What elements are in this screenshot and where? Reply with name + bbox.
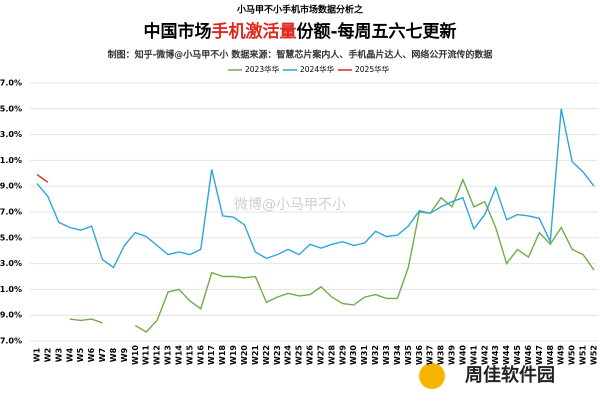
- x-tick-label: W46: [524, 345, 533, 365]
- x-tick-label: W14: [174, 345, 183, 365]
- x-tick-label: W23: [273, 345, 282, 365]
- legend-label: 2023华华: [245, 64, 280, 74]
- x-tick-label: W31: [360, 345, 369, 365]
- x-tick-label: W1: [33, 347, 42, 362]
- x-tick-label: W33: [382, 345, 391, 365]
- y-tick-label: 9.0%: [0, 311, 22, 320]
- pretitle: 小马甲不小手机市场数据分析之: [236, 4, 363, 16]
- y-tick-label: 7.0%: [0, 337, 22, 346]
- x-tick-label: W26: [306, 345, 315, 365]
- title-part: 份额-每周五六七更新: [296, 21, 456, 42]
- x-tick-label: W34: [393, 345, 402, 365]
- x-tick-label: W43: [491, 345, 500, 365]
- series-line: [36, 108, 595, 269]
- x-tick-label: W10: [131, 345, 140, 365]
- x-tick-label: W3: [54, 348, 63, 362]
- legend-label: 2025华华: [355, 64, 390, 74]
- x-tick-label: W2: [43, 348, 52, 362]
- title-highlight: 手机激活量: [211, 21, 296, 42]
- x-tick-label: W19: [229, 345, 238, 365]
- x-tick-label: W38: [437, 345, 446, 365]
- y-tick-label: 21.0%: [0, 156, 22, 165]
- x-tick-label: W40: [458, 345, 467, 365]
- x-tick-label: W6: [87, 347, 96, 362]
- x-tick-label: W41: [469, 345, 478, 365]
- x-tick-label: W52: [590, 345, 599, 365]
- x-tick-label: W42: [480, 345, 489, 365]
- x-tick-label: W37: [426, 345, 435, 365]
- y-tick-label: 27.0%: [0, 79, 22, 88]
- x-tick-label: W22: [262, 345, 271, 365]
- x-tick-label: W11: [142, 345, 151, 365]
- chart-title: 中国市场手机激活量份额-每周五六七更新: [143, 21, 456, 42]
- subtitle: 制图：知乎-微博@小马甲不小 数据来源：智慧芯片案内人、手机晶片达人、网络公开流…: [108, 49, 493, 61]
- y-tick-label: 17.0%: [0, 208, 22, 217]
- x-tick-label: W21: [251, 345, 260, 365]
- x-tick-label: W45: [513, 345, 522, 365]
- x-tick-label: W47: [535, 345, 544, 365]
- watermark: 微博@小马甲不小: [234, 196, 346, 213]
- x-tick-label: W4: [65, 347, 74, 362]
- series-line: [36, 174, 49, 183]
- x-tick-label: W51: [579, 345, 588, 365]
- x-tick-label: W12: [153, 345, 162, 365]
- x-tick-label: W49: [557, 345, 566, 365]
- x-tick-label: W30: [349, 345, 358, 365]
- x-tick-label: W50: [568, 345, 577, 365]
- x-tick-label: W29: [338, 345, 347, 365]
- x-tick-label: W28: [327, 345, 336, 365]
- logo-icon: [419, 363, 445, 389]
- x-tick-label: W32: [371, 345, 380, 365]
- y-tick-label: 11.0%: [0, 285, 22, 294]
- x-tick-label: W18: [218, 345, 227, 365]
- x-tick-label: W9: [120, 347, 129, 362]
- y-tick-label: 23.0%: [0, 130, 22, 139]
- y-tick-label: 13.0%: [0, 259, 22, 268]
- x-tick-label: W5: [76, 347, 85, 362]
- series-line: [69, 177, 595, 333]
- x-tick-label: W15: [185, 345, 194, 365]
- x-tick-label: W24: [284, 345, 293, 365]
- x-tick-label: W36: [415, 345, 424, 365]
- x-tick-label: W7: [98, 348, 107, 362]
- x-tick-label: W20: [240, 345, 249, 365]
- x-tick-label: W44: [502, 345, 511, 365]
- y-tick-label: 15.0%: [0, 233, 22, 242]
- x-tick-label: W27: [316, 345, 325, 365]
- x-tick-label: W8: [109, 347, 118, 362]
- y-tick-label: 25.0%: [0, 104, 22, 113]
- title-part: 中国市场: [143, 21, 211, 42]
- x-tick-label: W13: [164, 345, 173, 365]
- x-tick-label: W48: [546, 345, 555, 365]
- legend-label: 2024华华: [300, 64, 335, 74]
- x-tick-label: W39: [448, 345, 457, 365]
- x-tick-label: W25: [295, 345, 304, 365]
- x-tick-label: W17: [207, 345, 216, 365]
- x-tick-label: W16: [196, 345, 205, 365]
- x-tick-label: W35: [404, 345, 413, 365]
- y-tick-label: 19.0%: [0, 182, 22, 191]
- logo-text: 周佳软件园: [465, 364, 555, 386]
